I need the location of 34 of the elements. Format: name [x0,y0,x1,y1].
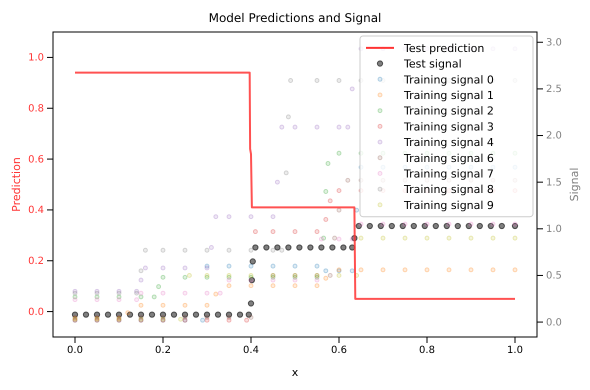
y2-tick-label: 2.5 [546,84,562,96]
y-tick-label: 0.6 [28,154,44,166]
legend-label: Training signal 6 [403,152,494,165]
x-tick-label: 1.0 [507,345,523,356]
legend-label: Training signal 0 [403,73,494,86]
y2-tick-label: 3.0 [546,37,562,48]
y-tick-label: 0.2 [28,256,44,267]
legend-label: Training signal 9 [403,198,494,212]
legend-label: Training signal 3 [403,120,494,134]
legend-label: Training signal 1 [403,88,494,102]
y2-tick-label: 0.5 [546,270,562,282]
legend-label: Test signal [403,58,462,71]
y-tick-label: 1.0 [28,52,44,64]
y2-tick-label: 1.0 [546,224,562,236]
y-tick-label: 0.0 [28,306,44,318]
legend-label: Training signal 2 [403,104,494,118]
y2-tick-label: 1.5 [546,177,562,188]
x-axis-title: x [292,366,299,379]
chart-title: Model Predictions and Signal [208,11,382,25]
x-tick-label: 0.2 [155,345,171,356]
y-tick-label: 0.4 [28,205,44,216]
y2-axis-title: Signal [568,168,581,202]
legend-label: Training signal 8 [403,183,494,196]
x-tick-label: 0.4 [243,345,259,356]
y2-tick-label: 2.0 [546,130,562,142]
x-tick-label: 0.8 [419,345,435,356]
y-axis-title: Prediction [10,157,23,212]
legend-label: Training signal 4 [403,136,494,150]
legend-label: Training signal 7 [403,167,494,180]
y2-tick-label: 0.0 [546,317,562,328]
legend-label: Test prediction [403,42,484,55]
x-tick-label: 0.6 [331,345,347,356]
x-tick-label: 0.0 [67,345,83,356]
y-tick-label: 0.8 [28,103,44,114]
